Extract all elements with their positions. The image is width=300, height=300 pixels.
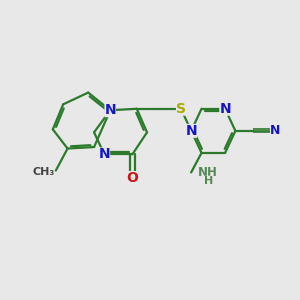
Text: N: N: [270, 124, 280, 137]
Text: N: N: [98, 147, 110, 161]
Text: N: N: [185, 124, 197, 138]
Text: CH₃: CH₃: [32, 167, 54, 177]
Text: NH: NH: [198, 166, 218, 179]
Text: N: N: [104, 103, 116, 117]
Text: N: N: [219, 102, 231, 116]
Text: O: O: [126, 171, 138, 185]
Text: H: H: [204, 176, 213, 186]
Text: S: S: [176, 102, 186, 116]
